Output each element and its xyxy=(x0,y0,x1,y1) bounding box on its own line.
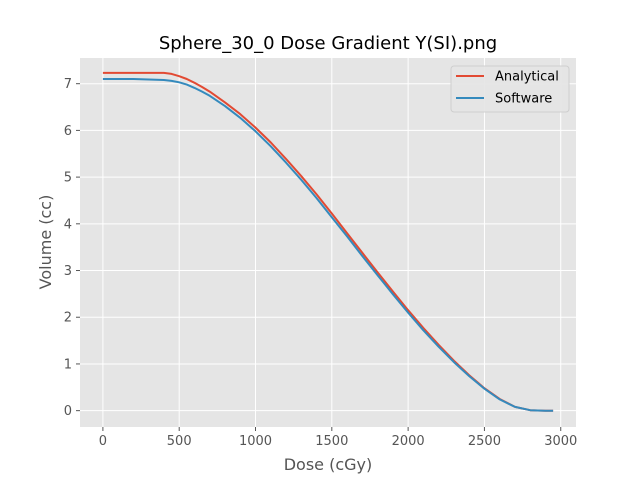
y-tick-label: 2 xyxy=(64,311,72,326)
y-tick-label: 4 xyxy=(64,217,72,232)
y-tick-label: 0 xyxy=(64,404,72,419)
x-tick-label: 2000 xyxy=(392,434,425,449)
x-axis-ticks: 0 500 1000 1500 2000 2500 3000 xyxy=(99,427,577,449)
y-axis-ticks: 0 1 2 3 4 5 6 7 xyxy=(64,77,80,419)
series-line-software xyxy=(102,78,554,412)
x-tick-label: 0 xyxy=(99,434,107,449)
x-tick-label: 500 xyxy=(167,434,192,449)
x-tick-label: 1000 xyxy=(239,434,272,449)
series-layer xyxy=(102,71,554,412)
x-tick-label: 3000 xyxy=(544,434,577,449)
x-tick-label: 1500 xyxy=(315,434,348,449)
x-tick-label: 2500 xyxy=(468,434,501,449)
grid xyxy=(80,58,576,427)
legend-label-software: Software xyxy=(495,92,552,107)
y-tick-label: 1 xyxy=(64,357,72,372)
chart-title: Sphere_30_0 Dose Gradient Y(SI).png xyxy=(159,33,497,54)
y-tick-label: 5 xyxy=(64,171,72,186)
legend: Analytical Software xyxy=(450,65,570,113)
plot-area xyxy=(80,58,576,427)
y-tick-label: 6 xyxy=(64,124,72,139)
legend-box xyxy=(450,65,570,113)
x-axis-label: Dose (cGy) xyxy=(284,455,373,474)
y-tick-label: 3 xyxy=(64,264,72,279)
y-tick-label: 7 xyxy=(64,77,72,92)
legend-label-analytical: Analytical xyxy=(495,70,559,85)
y-axis-label: Volume (cc) xyxy=(36,195,55,290)
